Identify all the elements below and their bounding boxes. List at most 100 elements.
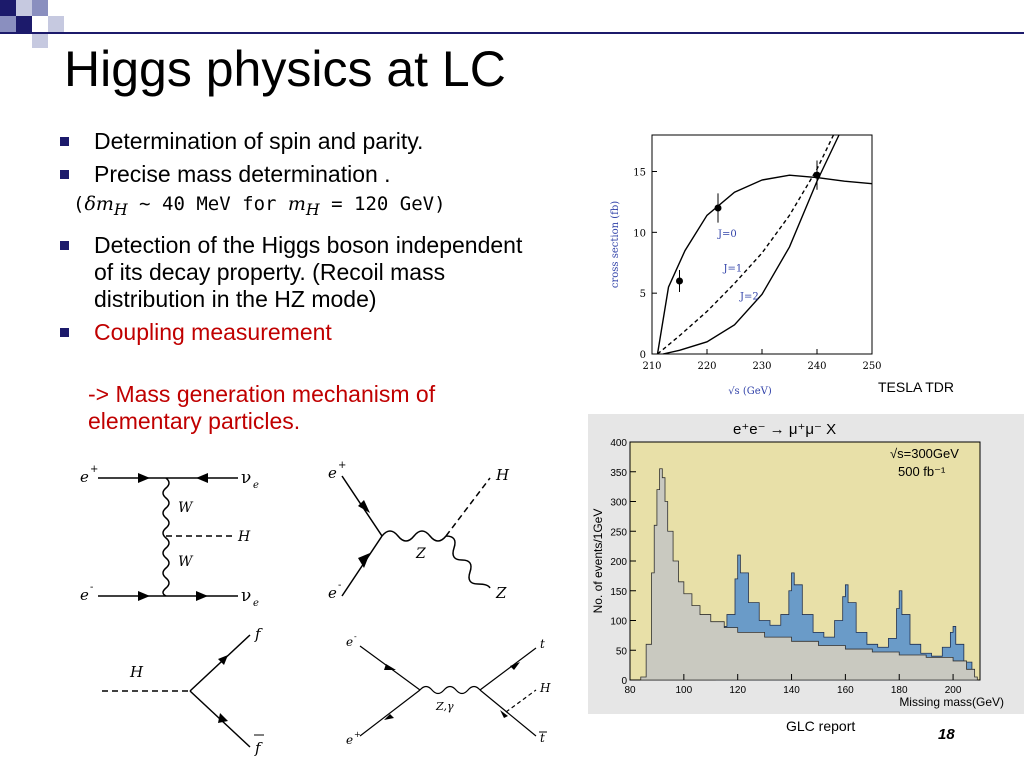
y-tick-label: 150: [610, 587, 627, 598]
x-axis-label: Missing mass(GeV): [899, 695, 1004, 709]
x-tick-label: 220: [697, 361, 716, 372]
hist-title: e⁺e⁻ → μ⁺μ⁻ X: [733, 421, 836, 438]
feynman-higgs-decay: H f f: [102, 625, 264, 757]
label-h: H: [539, 681, 551, 695]
y-tick-label: 5: [640, 289, 646, 300]
x-axis-label: √s (GeV): [728, 386, 772, 397]
bullet-list: Determination of spin and parity. Precis…: [58, 128, 538, 352]
cross-section-chart: 210 220 230 240 250 0 5 10 15 √s (GeV) cross secti…: [610, 134, 882, 397]
feynman-ww-fusion: e + e - ν e ν e W W H: [80, 464, 259, 608]
svg-text:-: -: [90, 582, 93, 593]
x-tick-label: 200: [945, 685, 962, 696]
tesla-caption: TESLA TDR: [878, 379, 954, 395]
svg-text:-: -: [338, 580, 341, 591]
series-label: J=0: [717, 229, 737, 240]
page-number: 18: [938, 726, 955, 743]
label-f-bar: f: [254, 739, 263, 757]
background-histogram: [640, 468, 978, 681]
label-w: W: [178, 500, 194, 516]
y-tick-label: 0: [640, 350, 646, 361]
label-e-minus: e: [80, 586, 89, 604]
y-tick-label: 50: [616, 646, 628, 657]
series-line: [662, 134, 840, 355]
x-tick-label: 140: [783, 685, 800, 696]
y-tick-label: 10: [633, 228, 646, 239]
svg-text:+: +: [354, 730, 361, 739]
label-w: W: [178, 554, 194, 570]
bullet-text: Determination of spin and parity.: [94, 128, 424, 154]
svg-text:+: +: [90, 464, 98, 475]
slide-title: Higgs physics at LC: [64, 41, 506, 97]
mass-formula: (δmH ∼ 40 MeV for mH = 120 GeV): [73, 193, 446, 219]
bullet-item: Precise mass determination .: [58, 161, 538, 188]
label-z-out: Z: [495, 584, 507, 602]
bullet-marker: [60, 241, 69, 250]
x-tick-label: 180: [891, 685, 908, 696]
y-axis-label: cross section (fb): [610, 201, 621, 288]
x-tick-label: 210: [642, 361, 661, 372]
label-z: Z: [415, 546, 426, 562]
label-z-gamma: Z,γ: [435, 700, 454, 713]
series-line: [656, 174, 873, 355]
label-e-plus: e: [80, 468, 89, 486]
deco-square: [48, 16, 64, 32]
svg-text:e: e: [253, 598, 259, 608]
y-tick-label: 250: [610, 527, 627, 538]
x-tick-label: 120: [729, 685, 746, 696]
svg-text:e: e: [253, 480, 259, 491]
x-tick-label: 80: [624, 685, 636, 696]
bullet-text: Detection of the Higgs boson independent…: [94, 232, 523, 312]
feynman-higgsstrahlung: e + e - Z H Z: [328, 460, 510, 602]
label-h: H: [129, 663, 144, 681]
label-e-plus: e: [328, 464, 337, 482]
bullet-item: Coupling measurement: [58, 319, 538, 346]
y-tick-label: 300: [610, 498, 627, 509]
bullet-text: Coupling measurement: [94, 319, 332, 345]
bullet-marker: [60, 137, 69, 146]
x-tick-label: 160: [837, 685, 854, 696]
deco-square: [0, 0, 16, 16]
bullet-marker: [60, 170, 69, 179]
svg-text:-: -: [354, 632, 357, 641]
deco-square: [16, 16, 32, 32]
deco-square: [32, 0, 48, 16]
label-f: f: [254, 625, 263, 643]
bullet-marker: [60, 328, 69, 337]
series-label: J=1: [723, 263, 743, 274]
deco-square: [0, 16, 16, 32]
y-tick-label: 15: [633, 168, 646, 179]
label-h: H: [237, 529, 251, 545]
label-h: H: [495, 466, 510, 484]
svg-text:+: +: [338, 460, 346, 471]
x-tick-label: 250: [862, 361, 881, 372]
x-tick-label: 100: [676, 685, 693, 696]
data-point: [714, 204, 722, 212]
y-tick-label: 100: [610, 617, 627, 628]
y-tick-label: 0: [621, 676, 627, 687]
hist-annotation: 500 fb⁻¹: [898, 464, 946, 479]
plot-frame: [651, 134, 873, 355]
series-label: J=2: [739, 291, 759, 302]
deco-square: [32, 32, 48, 48]
glc-caption: GLC report: [786, 718, 856, 734]
series-line: [657, 134, 835, 355]
label-t-bar: t: [540, 731, 545, 745]
label-e-minus: e: [346, 635, 353, 649]
sub-bullet: -> Mass generation mechanism of elementa…: [88, 381, 436, 434]
y-axis-label: No. of events/1GeV: [591, 509, 605, 614]
data-point: [813, 171, 821, 179]
bullet-text: Precise mass determination .: [94, 161, 391, 187]
y-tick-label: 400: [610, 438, 627, 449]
label-nu-e-bar: ν: [241, 586, 251, 606]
hist-annotation: √s=300GeV: [890, 446, 959, 461]
feynman-tth: e - e + Z,γ t H t: [346, 632, 551, 747]
label-t: t: [540, 637, 545, 651]
label-e-minus: e: [328, 584, 337, 602]
deco-square: [16, 0, 32, 16]
bullet-item: Detection of the Higgs boson independent…: [58, 232, 538, 313]
x-tick-label: 240: [807, 361, 826, 372]
x-tick-label: 230: [752, 361, 771, 372]
data-point: [676, 277, 683, 285]
header-rule: [0, 32, 1024, 34]
y-tick-label: 350: [610, 468, 627, 479]
